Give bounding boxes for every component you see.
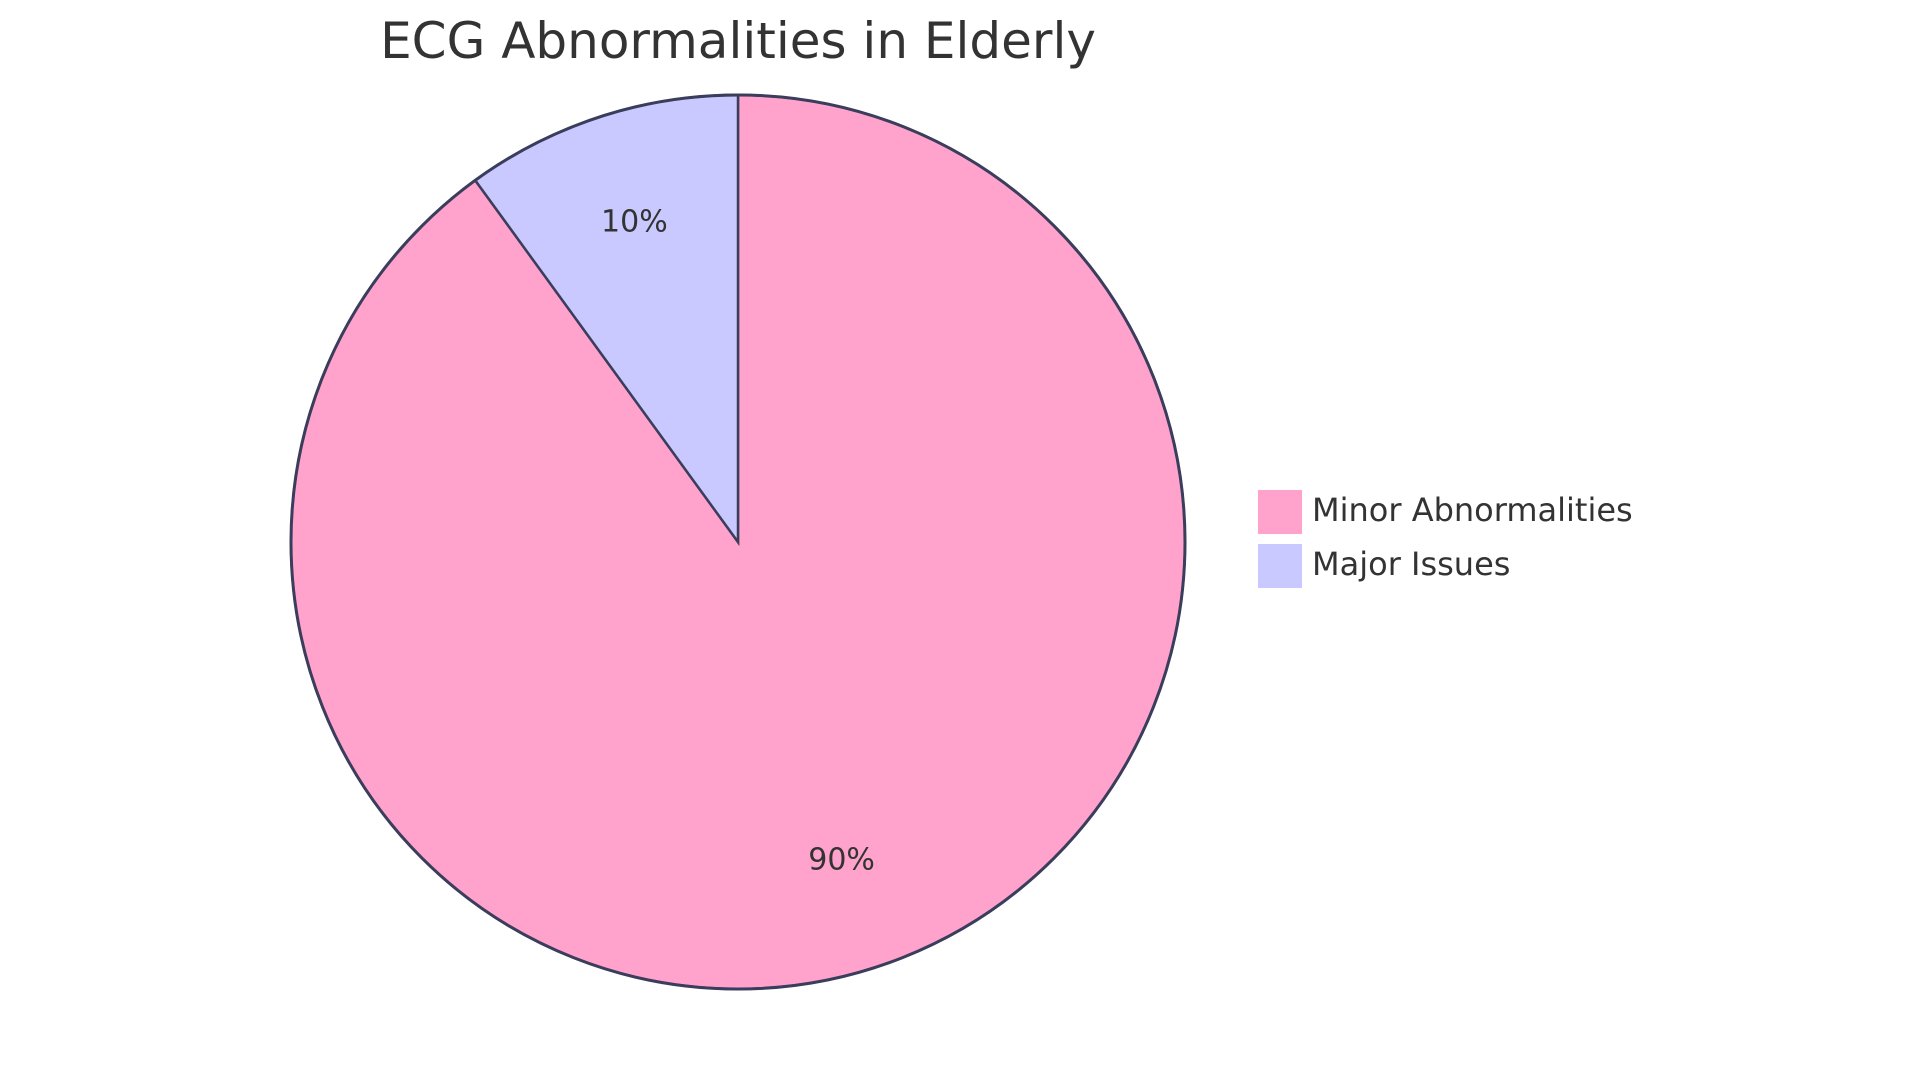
legend-label: Major Issues <box>1312 545 1510 583</box>
legend-item: Minor Abnormalities <box>1258 490 1633 534</box>
pie-outline <box>289 93 1187 991</box>
pie-slices <box>289 93 1187 991</box>
legend-item: Major Issues <box>1258 544 1510 588</box>
legend-swatch <box>1258 490 1302 534</box>
pie-slice-labels: 90% 10% <box>601 205 875 878</box>
legend-label: Minor Abnormalities <box>1312 491 1633 529</box>
legend: Minor Abnormalities Major Issues <box>1258 490 1633 588</box>
chart-title: ECG Abnormalities in Elderly <box>380 12 1096 70</box>
legend-swatch <box>1258 544 1302 588</box>
slice-percent-label: 90% <box>808 842 875 877</box>
slice-percent-label: 10% <box>601 205 668 240</box>
